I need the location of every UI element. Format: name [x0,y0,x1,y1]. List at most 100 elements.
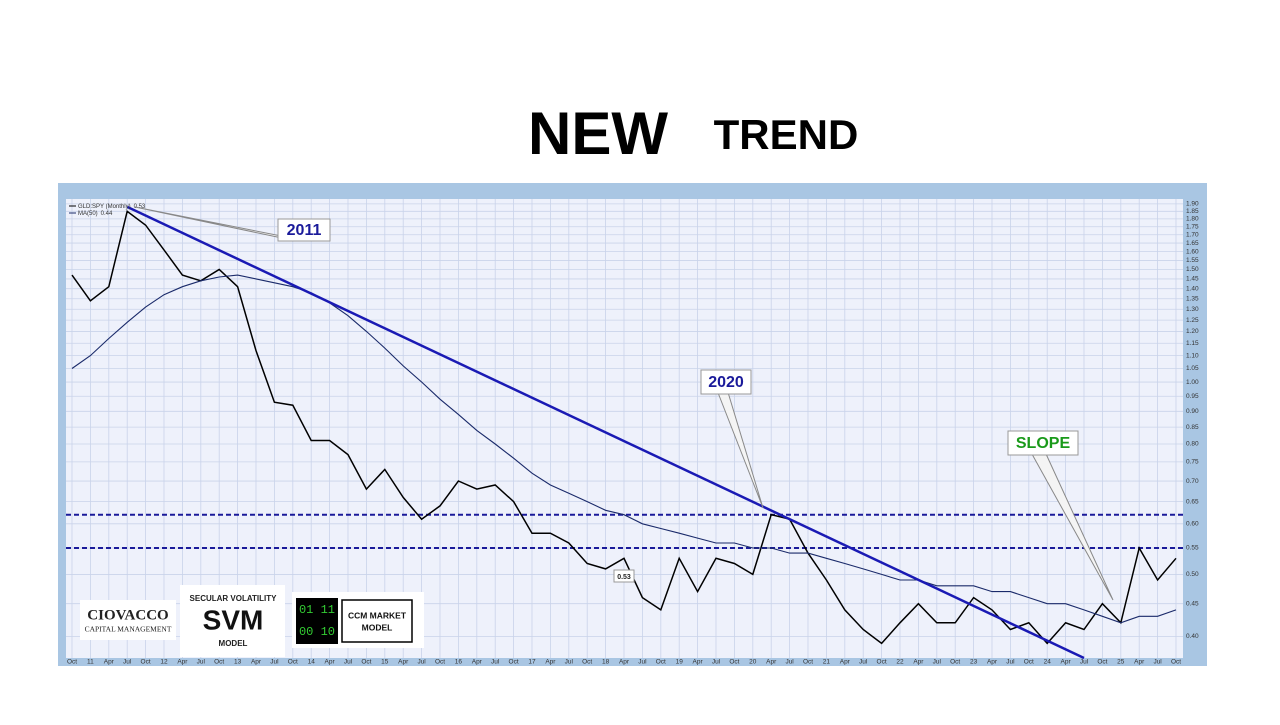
x-tick-label: Apr [545,659,556,666]
title-small: TREND [714,111,859,158]
y-tick-label: 0.40 [1186,633,1199,640]
y-tick-label: 0.95 [1186,393,1199,400]
y-tick-label: 1.60 [1186,248,1199,255]
x-tick-label: 16 [455,659,463,666]
y-tick-label: 0.90 [1186,408,1199,415]
legend-value: 0.53 [134,204,146,210]
y-tick-label: 1.70 [1186,231,1199,238]
logo-box [180,585,285,657]
y-tick-label: 1.25 [1186,317,1199,324]
x-tick-label: Apr [325,659,336,666]
y-tick-label: 0.50 [1186,571,1199,578]
logos: CIOVACCO CAPITAL MANAGEMENT SECULAR VOLA… [80,585,424,657]
legend-label: GLD:SPY (Monthly) 0.53 [78,204,146,210]
x-tick-label: 24 [1044,659,1052,666]
y-tick-label: 1.30 [1186,306,1199,313]
y-tick-label: 1.05 [1186,365,1199,372]
x-tick-label: Apr [913,659,924,666]
logo-text: CAPITAL MANAGEMENT [85,625,172,634]
callout-pointer [1032,454,1114,601]
x-tick-label: 14 [308,659,316,666]
series-line [71,210,1177,645]
logo-text: CIOVACCO [87,607,168,623]
y-tick-label: 1.85 [1186,208,1199,215]
x-tick-label: Apr [1061,659,1072,666]
annotation: SLOPE [1016,435,1071,452]
x-tick-label: Apr [472,659,483,666]
y-tick-label: 1.80 [1186,216,1199,223]
x-tick-label: Apr [1134,659,1145,666]
x-tick-label: Oct [803,659,813,666]
y-tick-label: 1.10 [1186,352,1199,359]
x-tick-label: Jul [1153,659,1162,666]
y-tick-label: 1.35 [1186,295,1199,302]
y-tick-label: 1.55 [1186,257,1199,264]
x-tick-label: 25 [1117,659,1125,666]
y-tick-label: 0.85 [1186,424,1199,431]
x-tick-label: Oct [1024,659,1034,666]
x-tick-label: Jul [344,659,353,666]
x-tick-label: 23 [970,659,978,666]
x-tick-label: 13 [234,659,242,666]
x-tick-label: Jul [1006,659,1015,666]
x-tick-label: Apr [104,659,115,666]
x-tick-label: 12 [160,659,168,666]
callout-box [277,218,331,242]
y-tick-label: 0.45 [1186,600,1199,607]
x-tick-label: Oct [950,659,960,666]
x-tick-label: 19 [676,659,684,666]
y-tick-label: 1.65 [1186,240,1199,247]
y-tick-label: 0.80 [1186,441,1199,448]
x-tick-label: Jul [933,659,942,666]
logo-box [296,598,338,644]
legend-value: 0.44 [101,211,113,217]
callout-box [1007,430,1079,456]
x-tick-label: Oct [1097,659,1107,666]
x-tick-label: Oct [435,659,445,666]
logo-text: MODEL [219,639,248,648]
x-tick-label: Apr [251,659,262,666]
callout-box [613,569,635,583]
annotation: 2020 [708,374,744,391]
x-tick-label: Jul [270,659,279,666]
x-tick-label: 15 [381,659,389,666]
x-tick-label: 21 [823,659,831,666]
x-tick-label: Jul [638,659,647,666]
x-tick-label: Apr [987,659,998,666]
x-tick-label: Oct [361,659,371,666]
x-tick-label: Oct [877,659,887,666]
callout-box [700,369,752,395]
y-tick-label: 1.45 [1186,276,1199,283]
x-tick-label: Jul [123,659,132,666]
x-tick-label: 22 [896,659,904,666]
legend-label: MA(50) 0.44 [78,211,113,217]
x-tick-label: Jul [1080,659,1089,666]
y-tick-label: 1.15 [1186,340,1199,347]
callout-pointer [134,206,307,242]
x-tick-label: Apr [840,659,851,666]
logo-box [80,600,176,640]
legend-name: MA(50) [78,211,98,217]
x-tick-label: Apr [766,659,777,666]
logo-text: 00 10 [299,625,335,639]
x-tick-label: Apr [619,659,630,666]
x-tick-label: Jul [565,659,574,666]
x-tick-label: Jul [712,659,721,666]
x-tick-label: Oct [582,659,592,666]
x-tick-label: Apr [398,659,409,666]
y-tick-label: 1.00 [1186,379,1199,386]
x-tick-label: Jul [785,659,794,666]
x-tick-label: 20 [749,659,757,666]
x-tick-label: Oct [288,659,298,666]
legend-name: GLD:SPY (Monthly) [78,204,131,210]
y-tick-label: 1.50 [1186,266,1199,273]
y-tick-label: 1.40 [1186,285,1199,292]
x-tick-label: Oct [67,659,77,666]
trend-line [126,205,1085,660]
annotation: 0.53 [617,574,631,581]
y-tick-label: 0.55 [1186,545,1199,552]
y-tick-label: 1.20 [1186,328,1199,335]
x-tick-label: 18 [602,659,610,666]
